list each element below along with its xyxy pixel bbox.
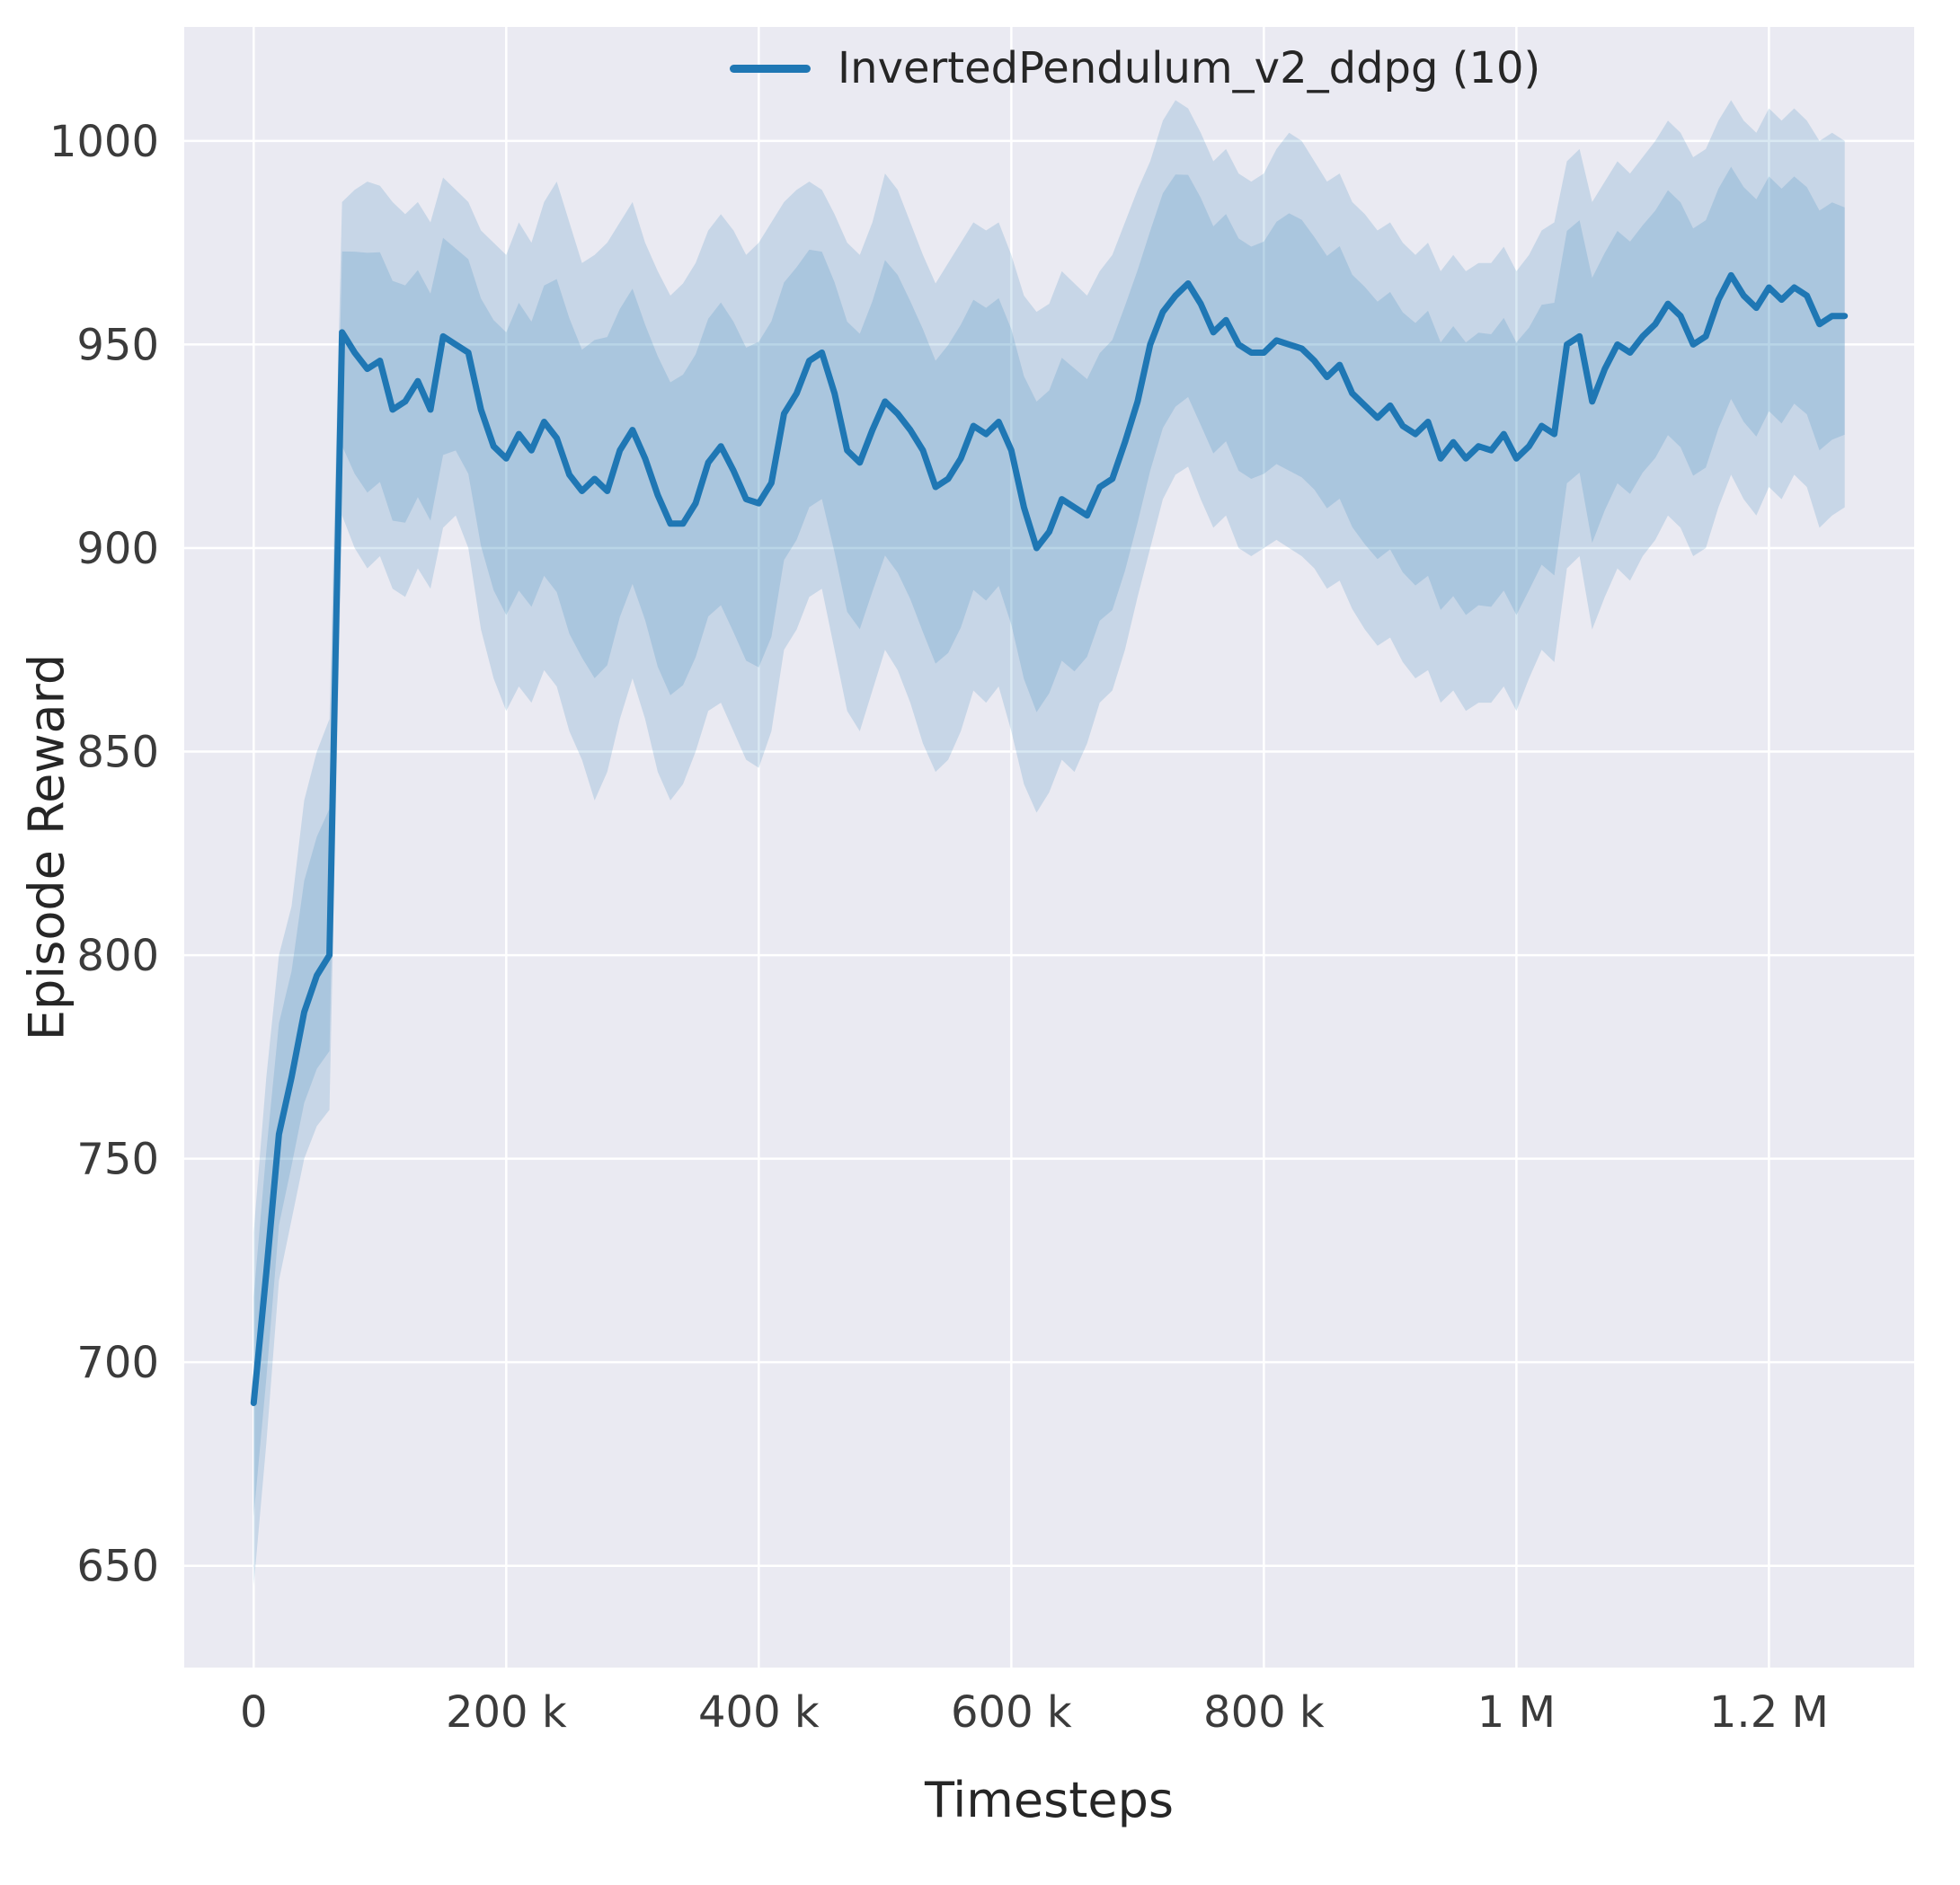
y-tick-label: 900 [76, 524, 159, 574]
plot-area [184, 27, 1914, 1668]
legend: InvertedPendulum_v2_ddpg (10) [730, 43, 1540, 93]
legend-line-swatch [730, 64, 811, 73]
y-tick-label: 950 [76, 320, 159, 370]
x-axis-label: Timesteps [924, 1772, 1175, 1828]
x-tick-label: 200 k [446, 1687, 567, 1738]
x-tick-label: 600 k [951, 1687, 1072, 1738]
y-tick-label: 850 [76, 728, 159, 778]
confidence-band-inner [253, 166, 1845, 1517]
y-tick-label: 1000 [49, 117, 159, 167]
y-tick-label: 800 [76, 931, 159, 981]
y-tick-label: 700 [76, 1338, 159, 1388]
x-tick-label: 1 M [1477, 1687, 1556, 1738]
x-tick-label: 1.2 M [1709, 1687, 1829, 1738]
y-axis-label: Episode Reward [18, 653, 75, 1041]
y-tick-label: 650 [76, 1542, 159, 1592]
legend-label: InvertedPendulum_v2_ddpg (10) [838, 43, 1541, 93]
x-tick-label: 800 k [1203, 1687, 1325, 1738]
mean-reward-line [250, 271, 1849, 1406]
x-tick-label: 400 k [698, 1687, 820, 1738]
x-tick-label: 0 [240, 1687, 268, 1738]
y-tick-label: 750 [76, 1135, 159, 1185]
